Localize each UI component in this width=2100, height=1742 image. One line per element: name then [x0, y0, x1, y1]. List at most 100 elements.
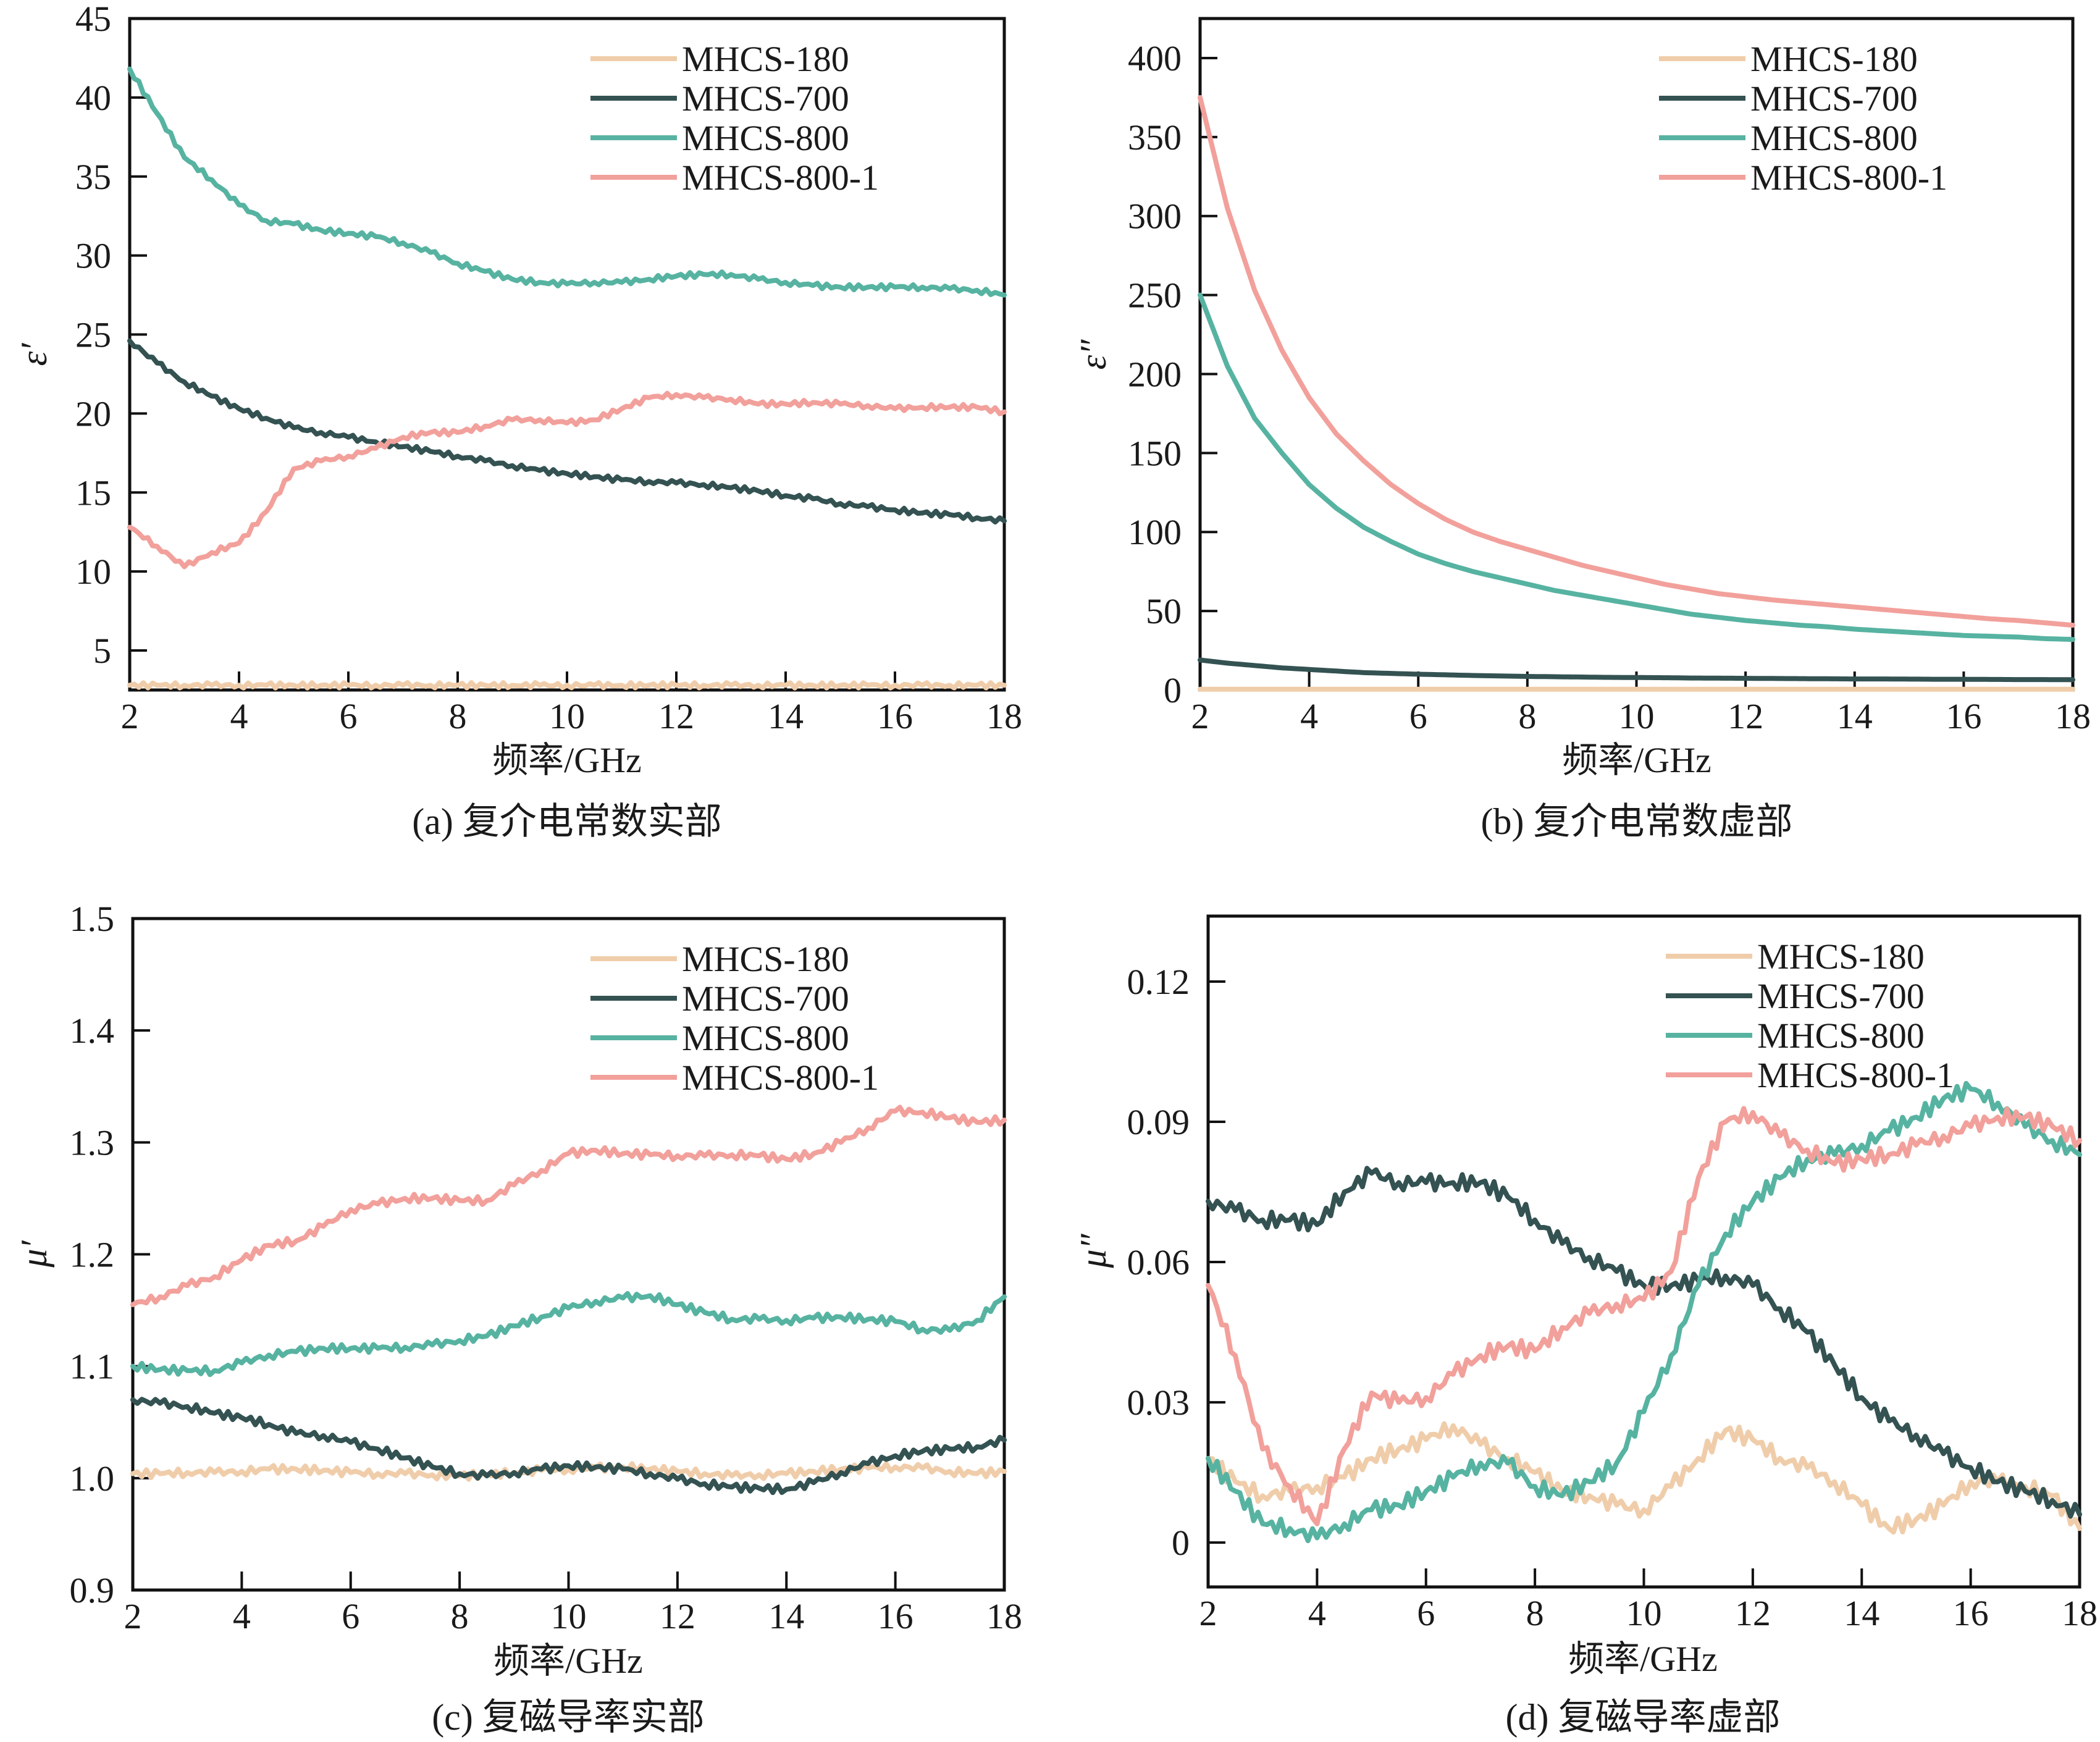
x-tick-label: 6	[342, 1596, 359, 1636]
x-axis-title: 频率/GHz	[494, 1641, 643, 1681]
y-tick-label: 400	[1128, 38, 1182, 78]
x-tick-label: 16	[1953, 1593, 1989, 1633]
x-tick-label: 4	[230, 696, 248, 736]
x-tick-label: 6	[1417, 1593, 1435, 1633]
y-tick-label: 100	[1128, 512, 1182, 552]
y-tick-label: 0.06	[1127, 1242, 1190, 1282]
legend-label: MHCS-800-1	[1757, 1055, 1954, 1095]
y-tick-label: 1.5	[70, 899, 115, 939]
y-axis-title: μ″	[1073, 1233, 1114, 1268]
y-tick-label: 0.03	[1127, 1382, 1190, 1423]
y-tick-label: 1.2	[70, 1235, 115, 1275]
x-tick-label: 14	[1844, 1593, 1880, 1633]
y-tick-label: 50	[1146, 591, 1182, 631]
y-tick-label: 300	[1128, 196, 1182, 237]
y-tick-label: 150	[1128, 433, 1182, 473]
x-tick-label: 2	[1191, 696, 1209, 736]
y-tick-label: 10	[75, 552, 111, 592]
x-tick-label: 6	[1409, 696, 1427, 736]
x-tick-label: 12	[1728, 696, 1763, 736]
legend-label: MHCS-700	[682, 78, 849, 119]
x-tick-label: 18	[2055, 696, 2091, 736]
series-line-mhcs-700	[1198, 657, 2075, 683]
y-axis-title: μ′	[14, 1240, 54, 1268]
x-tick-label: 8	[451, 1596, 469, 1636]
series-line-mhcs-180	[1206, 1421, 2082, 1535]
panel-d-permeability-imaginary: 2 4 6 8 10 12 14 16 18 0 0.03 0.06 0.09 0.12 μ″ 频率/GH…	[1073, 914, 2098, 1738]
legend-label: MHCS-700	[682, 978, 849, 1019]
x-tick-label: 8	[449, 696, 467, 736]
y-axis-title: ε″	[1073, 339, 1114, 370]
legend-label: MHCS-180	[1750, 39, 1918, 79]
series-line-mhcs-800	[1206, 1080, 2082, 1544]
x-tick-label: 16	[1946, 696, 1981, 736]
series-line-mhcs-180	[127, 680, 1007, 691]
y-tick-label: 0	[1164, 670, 1182, 710]
y-tick-label: 350	[1128, 117, 1182, 158]
legend-label: MHCS-800-1	[682, 158, 879, 198]
series-lines	[130, 1105, 1007, 1496]
series-line-mhcs-800	[127, 66, 1007, 298]
legend-label: MHCS-180	[1757, 936, 1925, 977]
panel-a-permittivity-real: 2 4 6 8 10 12 14 16 18 5 10 15 20 25 30 35 40 45 ε′ 频率/GH…	[14, 0, 1022, 842]
x-tick-label: 2	[124, 1596, 142, 1636]
x-tick-label: 6	[340, 696, 358, 736]
legend-label: MHCS-800	[682, 118, 849, 158]
series-line-mhcs-700	[130, 1397, 1007, 1496]
x-axis-title: 频率/GHz	[1568, 1639, 1718, 1679]
legend-label: MHCS-800-1	[1750, 158, 1947, 198]
series-line-mhcs-800	[130, 1291, 1007, 1378]
y-tick-label: 0.09	[1127, 1102, 1190, 1142]
y-axis-title: ε′	[14, 343, 54, 366]
series-lines	[1198, 95, 2075, 692]
legend-label: MHCS-180	[682, 939, 849, 979]
series-line-mhcs-800-1	[1206, 1106, 2082, 1526]
y-tick-label: 30	[75, 236, 111, 276]
axis-ticks: 2 4 6 8 10 12 14 16 18 5 10 15 20 25 30 35 40 45	[75, 0, 1022, 736]
y-tick-label: 1.1	[70, 1347, 115, 1387]
legend-label: MHCS-700	[1757, 976, 1925, 1016]
series-line-mhcs-800-1	[1198, 95, 2075, 628]
legend-label: MHCS-800-1	[682, 1058, 879, 1098]
x-tick-label: 18	[986, 1596, 1022, 1636]
legend-label: MHCS-180	[682, 39, 849, 79]
x-tick-label: 18	[986, 696, 1022, 736]
series-line-mhcs-800-1	[127, 390, 1007, 570]
axis-ticks: 2 4 6 8 10 12 14 16 18 0.9 1.0 1.1 1.2 1.3 1.4 1.5	[70, 899, 1023, 1636]
series-lines	[1206, 1080, 2082, 1544]
series-line-mhcs-800	[1198, 292, 2075, 642]
panel-b-permittivity-imaginary: 2 4 6 8 10 12 14 16 18 0 50 100 150 200 250 300 350 400 ε…	[1073, 17, 2091, 842]
legend-label: MHCS-800	[1750, 118, 1918, 158]
x-tick-label: 14	[768, 1596, 804, 1636]
panel-caption: (b) 复介电常数虚部	[1481, 801, 1793, 842]
x-tick-label: 12	[660, 1596, 695, 1636]
x-tick-label: 4	[1300, 696, 1318, 736]
y-tick-label: 0.12	[1127, 962, 1190, 1002]
series-line-mhcs-700	[1206, 1166, 2082, 1519]
x-tick-label: 14	[768, 696, 804, 736]
x-axis-title: 频率/GHz	[1562, 740, 1712, 780]
y-tick-label: 25	[75, 315, 111, 355]
series-lines	[127, 66, 1007, 691]
y-tick-label: 45	[75, 0, 111, 39]
x-tick-label: 2	[1199, 1593, 1217, 1633]
x-tick-label: 10	[1626, 1593, 1662, 1633]
plot-frame	[131, 917, 1006, 1592]
y-tick-label: 0.9	[70, 1570, 115, 1610]
x-tick-label: 2	[121, 696, 139, 736]
x-tick-label: 4	[1308, 1593, 1326, 1633]
y-tick-label: 1.0	[70, 1458, 115, 1499]
x-tick-label: 14	[1837, 696, 1873, 736]
y-tick-label: 20	[75, 393, 111, 434]
x-tick-label: 8	[1526, 1593, 1544, 1633]
y-tick-label: 1.4	[70, 1011, 115, 1051]
y-tick-label: 1.3	[70, 1122, 115, 1163]
y-tick-label: 15	[75, 473, 111, 513]
y-tick-label: 40	[75, 78, 111, 118]
x-tick-label: 10	[549, 696, 585, 736]
x-tick-label: 18	[2062, 1593, 2098, 1633]
legend-label: MHCS-700	[1750, 78, 1918, 119]
